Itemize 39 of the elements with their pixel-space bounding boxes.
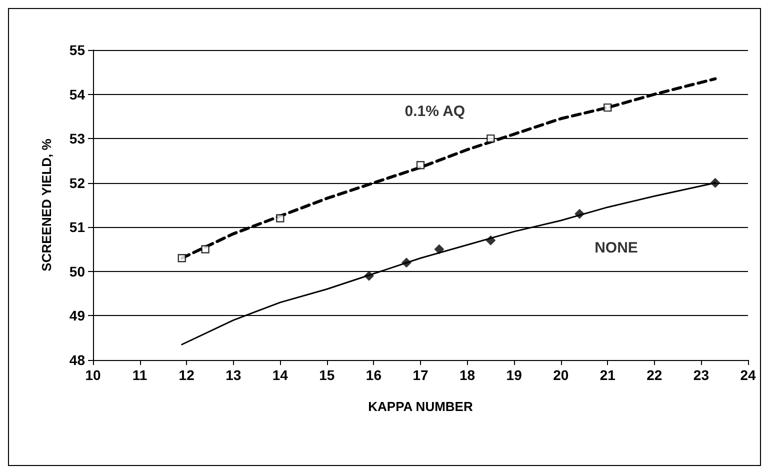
point [276, 214, 284, 222]
x-tick-label: 16 [366, 367, 382, 383]
x-tick-label: 19 [506, 367, 522, 383]
point [574, 208, 585, 219]
x-tick-label: 15 [319, 367, 335, 383]
point [486, 134, 495, 143]
x-tick-label: 20 [553, 367, 569, 383]
point [178, 254, 186, 262]
x-tick-label: 12 [178, 367, 195, 383]
point [604, 103, 612, 112]
series-label: 0.1% AQ [404, 103, 466, 120]
x-tick-label: 24 [740, 367, 756, 383]
point [401, 258, 412, 268]
y-tick-label: 49 [69, 308, 86, 324]
x-tick-label: 17 [412, 367, 428, 383]
series-label: NONE [594, 239, 638, 256]
point [434, 244, 444, 254]
point [416, 161, 425, 170]
x-tick-label: 11 [132, 367, 148, 383]
x-tick-label: 14 [272, 367, 288, 383]
point [364, 270, 374, 281]
x-tick-label: 23 [693, 367, 710, 383]
y-axis-title: SCREENED YIELD, % [39, 138, 54, 272]
point [710, 178, 720, 188]
y-tick-label: 55 [69, 42, 86, 58]
x-tick-label: 13 [226, 367, 242, 383]
y-tick-label: 50 [69, 263, 86, 280]
point [486, 235, 496, 246]
x-tick-label: 18 [459, 367, 476, 383]
y-tick-label: 53 [69, 130, 86, 147]
y-tick-label: 52 [69, 174, 86, 191]
y-tick-label: 48 [69, 352, 86, 368]
x-tick-label: 10 [85, 367, 101, 383]
y-tick-label: 51 [69, 219, 86, 236]
point [201, 245, 210, 254]
x-tick-label: 22 [646, 367, 662, 383]
y-tick-label: 54 [69, 86, 86, 102]
x-axis-title: KAPPA NUMBER [368, 399, 474, 414]
x-tick-label: 21 [600, 367, 616, 383]
